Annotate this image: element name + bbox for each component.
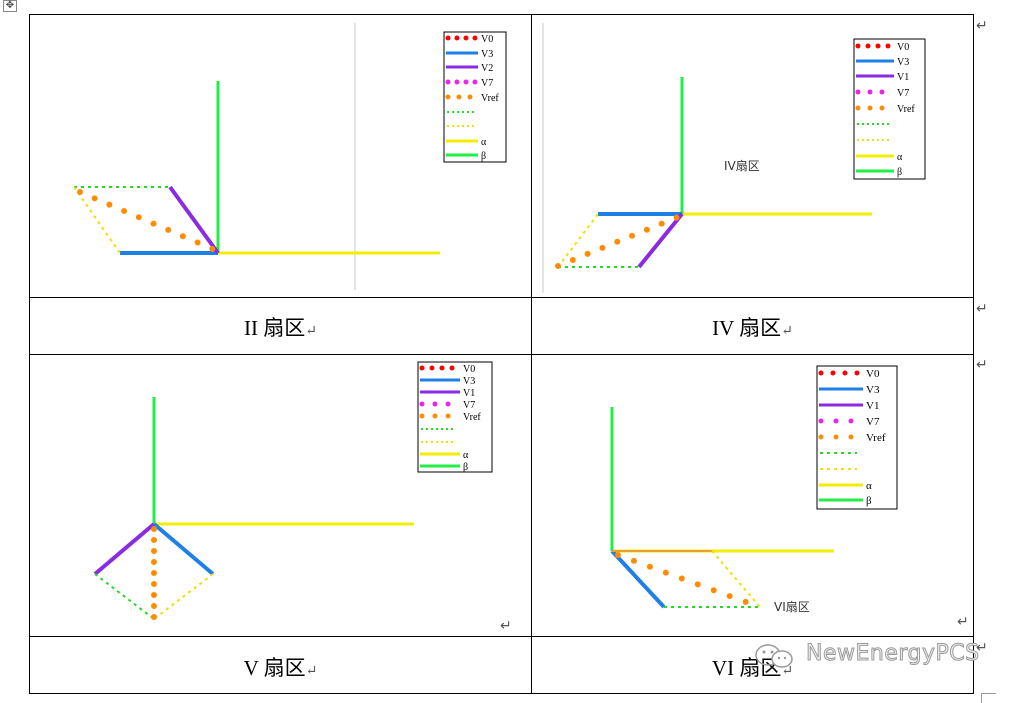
vref-vector xyxy=(555,214,681,269)
legend-label: V1 xyxy=(897,72,909,83)
page-corner-mark xyxy=(981,693,996,703)
table-top-border xyxy=(29,14,974,15)
sector-ii-diagram: V0 V3 V2 V7 Vref α β xyxy=(73,23,507,290)
table-right-border xyxy=(973,14,974,694)
legend-label: α xyxy=(463,450,469,461)
table-left-border xyxy=(29,14,30,694)
legend-label: Vref xyxy=(897,104,915,115)
table-row-border xyxy=(29,636,974,637)
legend-label: β xyxy=(463,462,468,473)
sector-v-diagram: V0 V3 V1 V7 Vref α β xyxy=(93,361,493,622)
watermark-text: NewEnergyPCS xyxy=(806,641,980,667)
legend: V0 V3 V1 V7 Vref α β xyxy=(853,38,926,180)
vref-vector xyxy=(615,552,757,608)
paragraph-mark: ↵ xyxy=(976,301,988,317)
caption-sector-iv: IV 扇区↵ xyxy=(712,316,793,340)
legend-label: V0 xyxy=(897,42,909,53)
legend-label: Vref xyxy=(481,93,499,104)
sector-iv-diagram: IV扇区 V0 V3 V1 V7 Vref α β xyxy=(542,23,926,293)
legend-label: V2 xyxy=(481,63,493,74)
sector-vi-diagram: VI扇区 V0 V3 V1 V7 Vref α β xyxy=(610,365,898,614)
caption-sector-ii: II 扇区↵ xyxy=(244,316,317,340)
legend-label: V3 xyxy=(897,57,909,68)
green-dotted-line xyxy=(94,573,155,620)
table-row-border xyxy=(29,297,974,298)
legend-label: Vref xyxy=(866,432,886,444)
paragraph-mark: ↵ xyxy=(976,357,988,373)
legend: V0 V3 V1 V7 Vref α β xyxy=(816,365,898,510)
table-row-border xyxy=(29,354,974,355)
table-bottom-border xyxy=(29,693,974,694)
table-move-handle-icon[interactable]: ✥ xyxy=(3,0,17,12)
v3-vector xyxy=(610,549,666,609)
table-center-border xyxy=(531,14,532,694)
caption-sector-v: V 扇区↵ xyxy=(243,656,318,680)
legend-label: α xyxy=(866,480,872,492)
legend-label: V0 xyxy=(866,368,880,380)
legend-label: V7 xyxy=(481,78,493,89)
v2-vector xyxy=(168,185,220,255)
legend-label: α xyxy=(481,137,487,148)
legend-label: V3 xyxy=(481,49,493,60)
v3-vector xyxy=(152,522,215,576)
yellow-dotted-line xyxy=(557,213,599,268)
paragraph-mark: ↵ xyxy=(976,640,988,656)
yellow-dotted-line xyxy=(711,550,761,608)
legend-label: V7 xyxy=(897,88,909,99)
yellow-dotted-line xyxy=(153,573,214,620)
wechat-icon xyxy=(755,644,793,668)
legend-label: V7 xyxy=(866,416,880,428)
paragraph-mark: ↵ xyxy=(976,18,988,34)
legend: V0 V3 V1 V7 Vref α β xyxy=(417,361,493,473)
legend-label: α xyxy=(897,152,903,163)
legend-label: V0 xyxy=(481,34,493,45)
v1-vector xyxy=(637,212,684,269)
v1-vector xyxy=(93,522,156,576)
paragraph-mark: ↵ xyxy=(957,614,969,630)
paragraph-mark: ↵ xyxy=(500,618,512,634)
legend-label: β xyxy=(481,151,486,162)
legend-label: β xyxy=(866,495,872,507)
legend-label: V3 xyxy=(866,384,880,396)
legend-label: Vref xyxy=(463,412,481,423)
legend-label: V3 xyxy=(463,376,475,387)
legend: V0 V3 V2 V7 Vref α β xyxy=(443,31,507,163)
legend-label: V0 xyxy=(463,364,475,375)
caption-sector-vi: VI 扇区↵ xyxy=(711,656,794,680)
legend-label: V1 xyxy=(463,388,475,399)
sector-label: IV扇区 xyxy=(724,158,760,173)
sector-label: VI扇区 xyxy=(774,599,810,614)
legend-label: V7 xyxy=(463,400,475,411)
legend-label: β xyxy=(897,167,902,178)
legend-label: V1 xyxy=(866,400,879,412)
